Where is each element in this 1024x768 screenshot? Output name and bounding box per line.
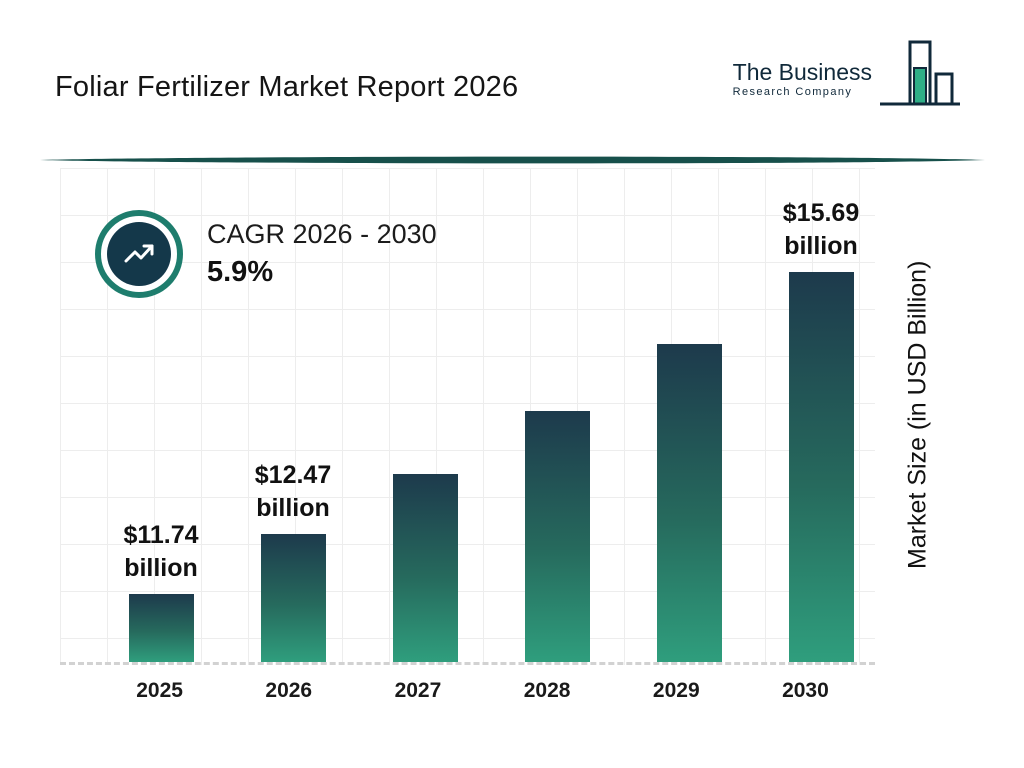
logo-subtitle: Research Company bbox=[732, 85, 853, 98]
bar-value-label: $15.69 billion bbox=[782, 199, 860, 260]
x-axis: 2025 2026 2027 2028 2029 2030 bbox=[95, 679, 870, 703]
chart: $11.74 billion $12.47 billion $15.69 billi… bbox=[60, 168, 875, 703]
cagr-block: CAGR 2026 - 2030 5.9% bbox=[95, 210, 437, 298]
x-axis-tick: 2026 bbox=[224, 679, 353, 703]
bar-column-2028 bbox=[491, 401, 623, 662]
bars-row: $11.74 billion $12.47 billion $15.69 billi… bbox=[95, 168, 870, 662]
bar-2028 bbox=[524, 411, 590, 662]
x-axis-label: 2026 bbox=[265, 679, 313, 702]
bar-2029 bbox=[656, 344, 722, 662]
bar-value-label: $11.74 billion bbox=[123, 521, 199, 582]
logo-text: The Business Research Company bbox=[733, 60, 872, 97]
cagr-texts: CAGR 2026 - 2030 5.9% bbox=[207, 219, 437, 289]
x-axis-tick: 2025 bbox=[95, 679, 224, 703]
x-axis-label: 2027 bbox=[394, 679, 442, 702]
x-axis-tick: 2028 bbox=[483, 679, 612, 703]
cagr-value: 5.9% bbox=[207, 256, 274, 288]
page-title: Foliar Fertilizer Market Report 2026 bbox=[55, 71, 519, 104]
bar-2025 bbox=[128, 594, 194, 662]
bar-column-2026: $12.47 billion bbox=[227, 459, 359, 662]
bar-column-2027 bbox=[359, 464, 491, 662]
cagr-label: CAGR 2026 - 2030 bbox=[207, 219, 437, 249]
bar-column-2029 bbox=[623, 334, 755, 662]
bar-2027 bbox=[392, 474, 458, 662]
bar-2026 bbox=[260, 534, 326, 662]
x-axis-tick: 2029 bbox=[612, 679, 741, 703]
cagr-badge-inner bbox=[107, 222, 171, 286]
bar-chart-logo-icon bbox=[880, 40, 960, 106]
x-axis-label: 2029 bbox=[652, 679, 700, 702]
company-logo: The Business Research Company bbox=[733, 38, 962, 120]
chart-plot-area: $11.74 billion $12.47 billion $15.69 billi… bbox=[60, 168, 875, 665]
divider-line bbox=[40, 156, 985, 164]
bar-value-label: $12.47 billion bbox=[254, 461, 332, 522]
logo-name: The Business bbox=[732, 59, 872, 86]
x-axis-label: 2028 bbox=[523, 679, 571, 702]
x-axis-tick: 2030 bbox=[741, 679, 870, 703]
bar-2030 bbox=[788, 272, 854, 662]
x-axis-label: 2025 bbox=[136, 679, 183, 702]
bar-column-2025: $11.74 billion bbox=[95, 519, 227, 662]
trend-up-arrow-icon bbox=[124, 244, 154, 263]
y-axis-title: Market Size (in USD Billion) bbox=[903, 260, 932, 570]
x-axis-tick: 2027 bbox=[353, 679, 482, 703]
cagr-badge bbox=[95, 210, 183, 298]
x-axis-label: 2030 bbox=[782, 679, 829, 702]
bar-column-2030: $15.69 billion bbox=[755, 197, 887, 662]
